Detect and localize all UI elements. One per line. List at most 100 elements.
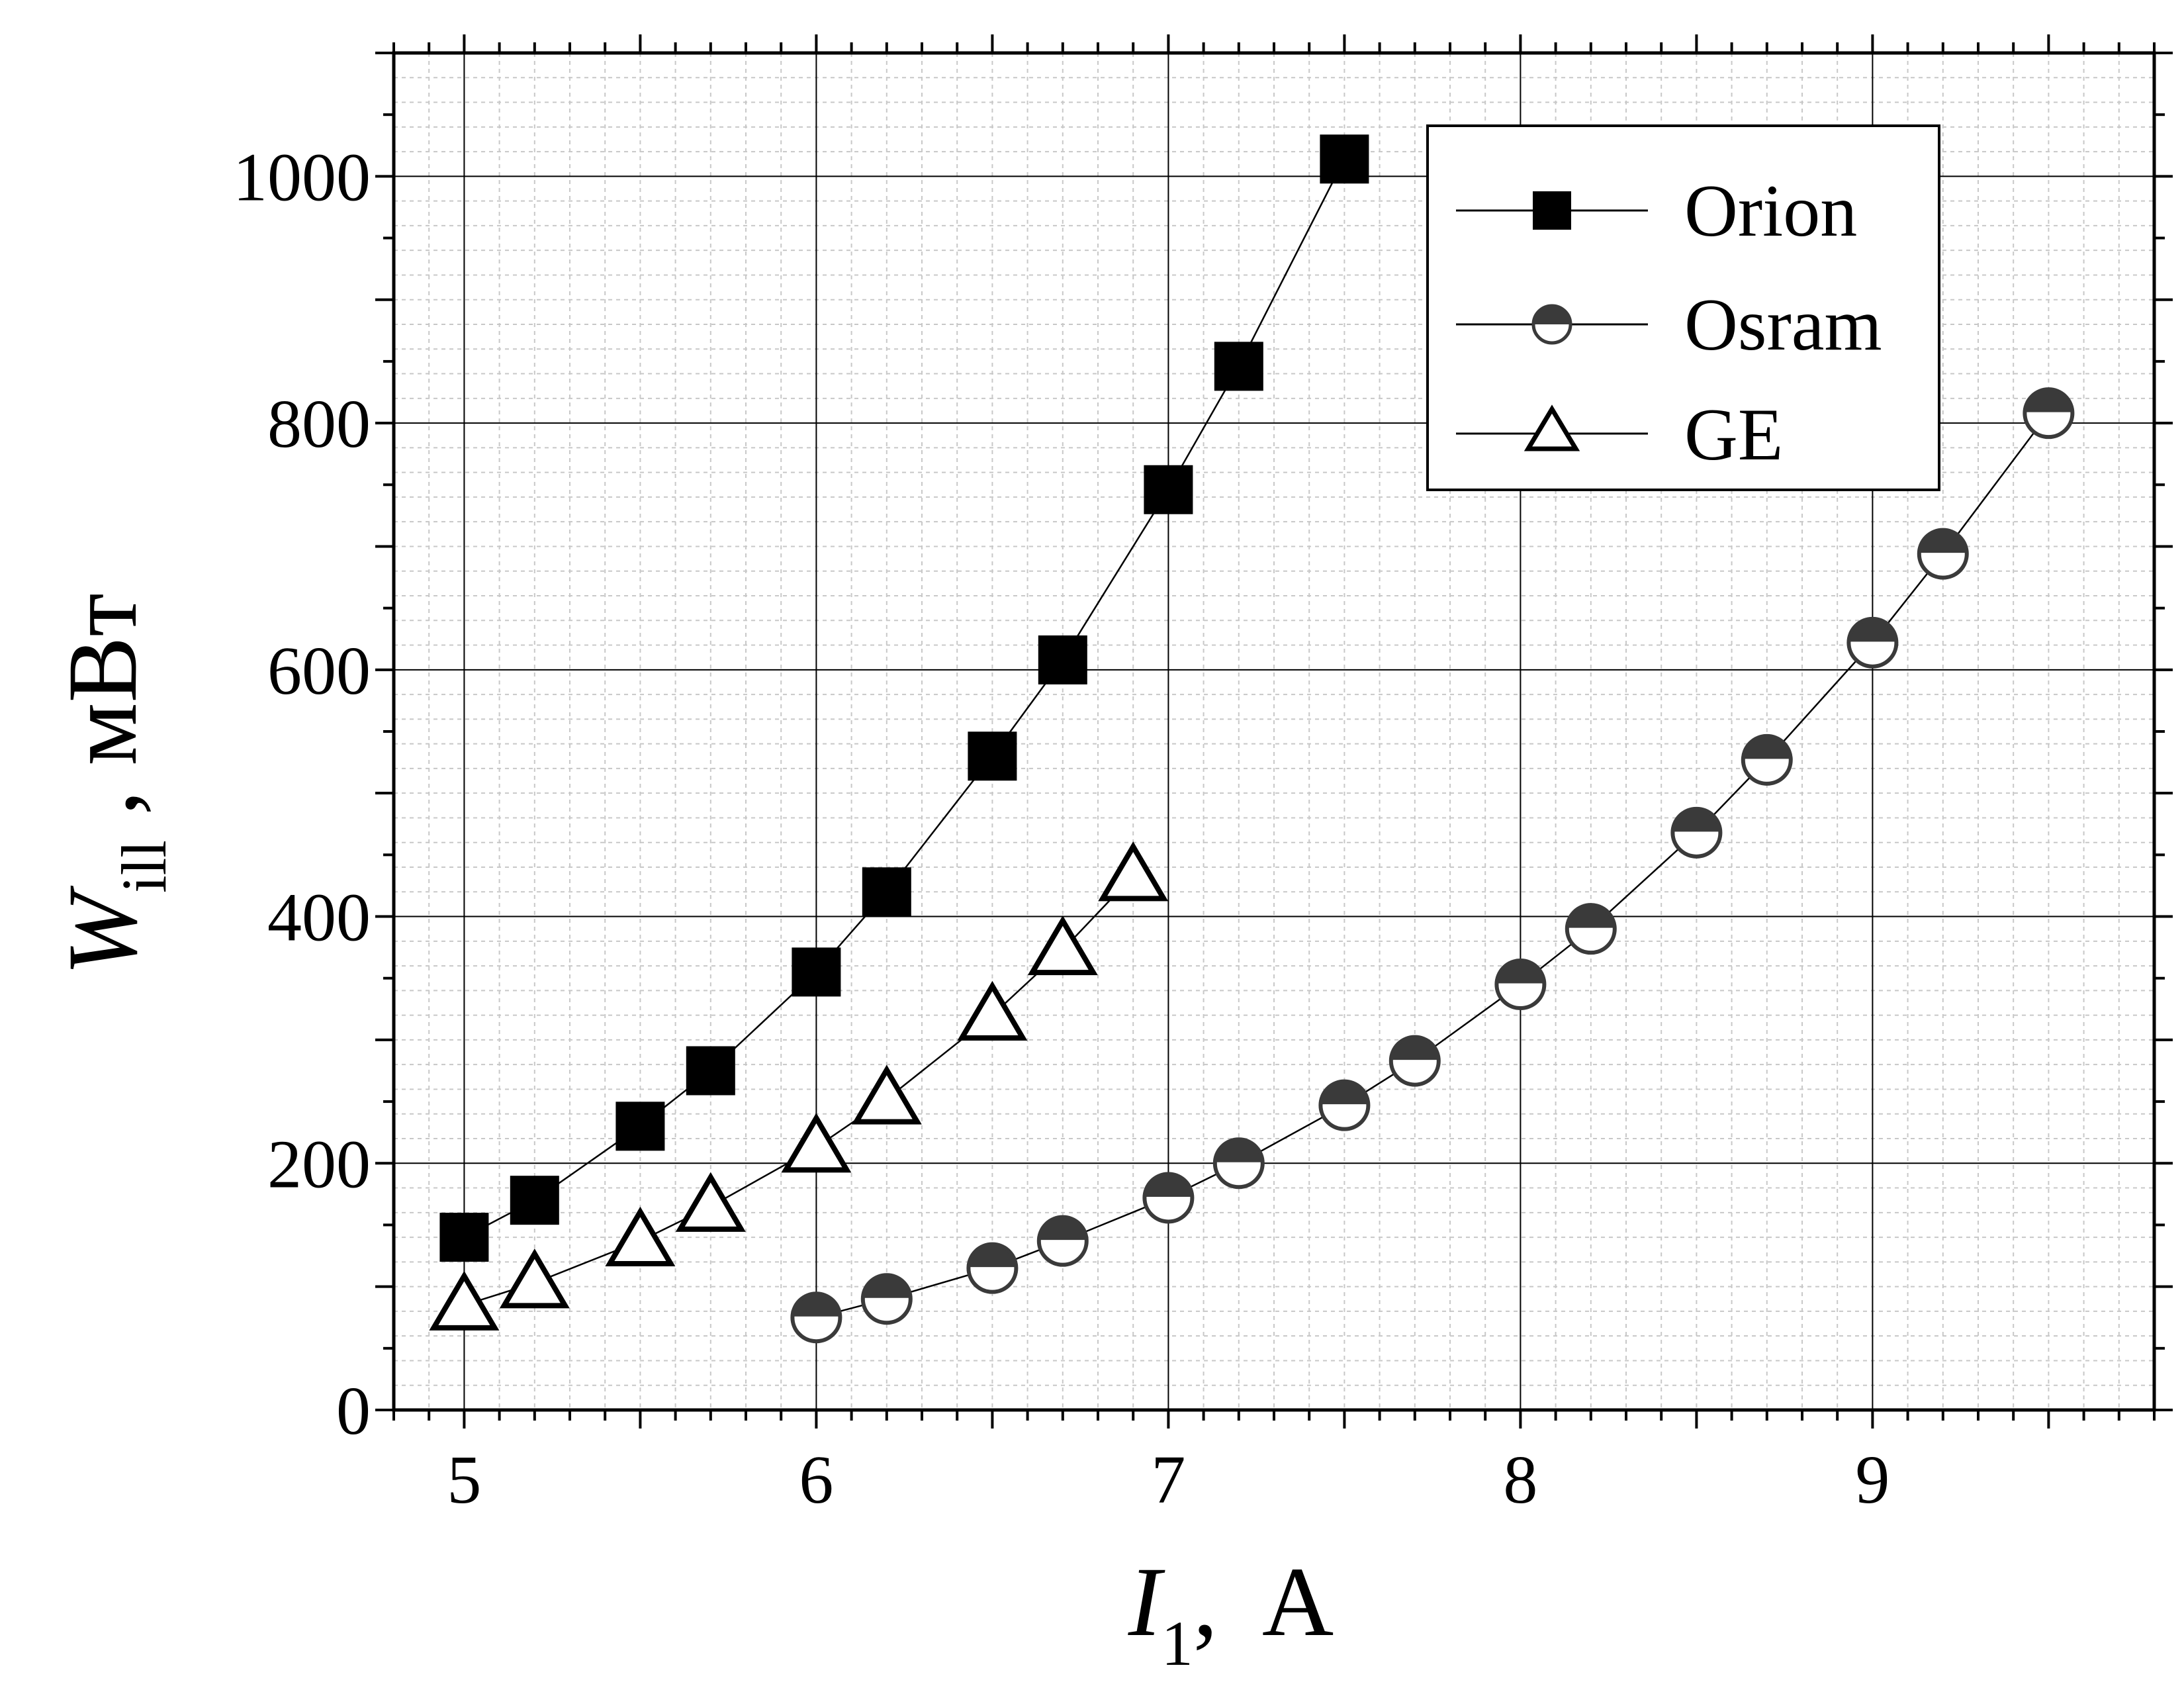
data-point-osram-top	[1320, 1081, 1369, 1105]
data-point-orion	[968, 731, 1017, 781]
data-point-osram	[860, 1273, 913, 1325]
data-point-osram-outline	[1142, 1172, 1195, 1224]
x-axis-title: I1, A	[1128, 1547, 1334, 1679]
data-point-ge	[605, 1206, 676, 1267]
data-point-osram	[1846, 616, 1899, 669]
data-point-osram-top	[1144, 1174, 1193, 1198]
data-point-osram-outline	[1318, 1079, 1371, 1131]
data-point-osram	[1388, 1035, 1441, 1087]
data-point-osram-bottom	[968, 1268, 1017, 1292]
data-point-ge	[675, 1172, 746, 1232]
y-axis-title-main: W	[48, 885, 158, 976]
y-tick-label: 0	[336, 1373, 371, 1449]
x-tick-label: 6	[799, 1442, 833, 1518]
y-tick-labels: 0 200 400 600 800 1000	[233, 139, 371, 1449]
x-tick-labels: 5 6 7 8 9	[447, 1442, 1889, 1518]
data-point-osram-bottom	[1214, 1163, 1263, 1188]
y-tick-label: 200	[267, 1126, 371, 1202]
data-point-osram	[1494, 959, 1547, 1011]
data-point-orion	[1214, 342, 1263, 391]
x-tick-label: 9	[1855, 1442, 1889, 1518]
data-point-osram-bottom	[1743, 759, 1791, 784]
legend-entry-orion: Orion	[1456, 170, 1857, 252]
data-point-osram	[1741, 733, 1793, 786]
data-point-orion	[1144, 465, 1193, 514]
legend-marker-orion	[1533, 191, 1571, 230]
data-point-osram	[790, 1291, 842, 1344]
y-axis-title-sub: ill	[109, 840, 179, 893]
legend: Orion Osram GE	[1426, 124, 1940, 491]
data-point-osram-bottom	[1672, 832, 1721, 857]
series-markers	[429, 134, 2075, 1344]
data-point-osram-top	[968, 1244, 1017, 1268]
data-point-osram-top	[862, 1275, 911, 1299]
data-point-osram-outline	[2023, 387, 2075, 440]
data-point-osram-outline	[1846, 616, 1899, 669]
y-axis-title: Will , мВт	[48, 593, 179, 976]
data-point-ge	[1027, 915, 1098, 976]
data-point-osram-outline	[1494, 959, 1547, 1011]
data-point-osram-top	[1496, 961, 1545, 985]
data-point-orion	[439, 1213, 489, 1262]
data-point-orion	[686, 1046, 735, 1096]
x-axis-title-main: I	[1128, 1547, 1165, 1657]
data-point-osram-top	[2025, 389, 2073, 414]
data-point-osram-bottom	[862, 1299, 911, 1323]
legend-box	[1426, 124, 1940, 491]
x-tick-label: 5	[447, 1442, 481, 1518]
data-point-osram-outline	[790, 1291, 842, 1344]
y-tick-label: 400	[267, 880, 371, 956]
data-point-osram-outline	[1741, 733, 1793, 786]
data-point-osram-outline	[860, 1273, 913, 1325]
data-point-osram-top	[1390, 1037, 1439, 1061]
data-point-orion	[792, 947, 841, 997]
data-point-osram-top	[792, 1293, 841, 1318]
minor-grid	[393, 53, 2155, 1410]
legend-entry-ge: GE	[1456, 394, 1783, 476]
data-point-osram-outline	[1212, 1137, 1265, 1190]
data-point-ge	[851, 1064, 922, 1125]
data-point-ge	[429, 1270, 500, 1331]
data-point-osram-outline	[966, 1242, 1019, 1294]
data-point-osram	[1036, 1215, 1089, 1267]
data-point-osram-top	[1848, 618, 1897, 643]
data-point-osram-bottom	[1919, 553, 1967, 578]
data-point-orion	[862, 867, 911, 917]
legend-entry-osram: Osram	[1456, 284, 1882, 366]
x-tick-label: 8	[1503, 1442, 1537, 1518]
x-tick-label: 7	[1151, 1442, 1185, 1518]
data-point-osram	[1670, 806, 1723, 859]
x-axis-title-sub: 1	[1161, 1608, 1193, 1679]
legend-label-ge: GE	[1684, 394, 1783, 476]
data-point-osram	[966, 1242, 1019, 1294]
data-point-orion	[510, 1176, 559, 1225]
y-tick-label: 1000	[233, 139, 371, 215]
legend-label-osram: Osram	[1684, 284, 1882, 366]
data-point-osram-outline	[1565, 903, 1617, 955]
legend-marker-osram	[1531, 304, 1572, 345]
data-point-osram	[1142, 1172, 1195, 1224]
data-point-osram-outline	[1036, 1215, 1089, 1267]
data-point-osram-bottom	[1038, 1241, 1087, 1265]
data-point-osram-top	[1919, 530, 1967, 554]
data-point-osram-bottom	[2025, 413, 2073, 438]
data-point-osram	[1318, 1079, 1371, 1131]
data-point-osram-bottom	[1496, 984, 1545, 1009]
legend-marker-ge	[1524, 404, 1580, 451]
data-point-osram-outline	[1917, 528, 1969, 580]
data-point-osram-outline	[1670, 806, 1723, 859]
data-point-orion	[1320, 134, 1369, 184]
data-point-osram-top	[1567, 905, 1615, 929]
data-point-osram-top	[1743, 735, 1791, 760]
data-point-osram-outline	[1388, 1035, 1441, 1087]
data-point-ge	[499, 1248, 570, 1309]
data-point-ge	[781, 1113, 852, 1173]
data-point-osram-bottom	[792, 1317, 841, 1342]
x-axis-title-unit: , A	[1193, 1547, 1334, 1657]
data-point-osram-bottom	[1848, 642, 1897, 667]
data-point-orion	[1038, 635, 1087, 684]
data-point-osram-top	[1214, 1139, 1263, 1164]
y-axis-title-unit: , мВт	[48, 593, 158, 840]
y-tick-label: 600	[267, 633, 371, 709]
